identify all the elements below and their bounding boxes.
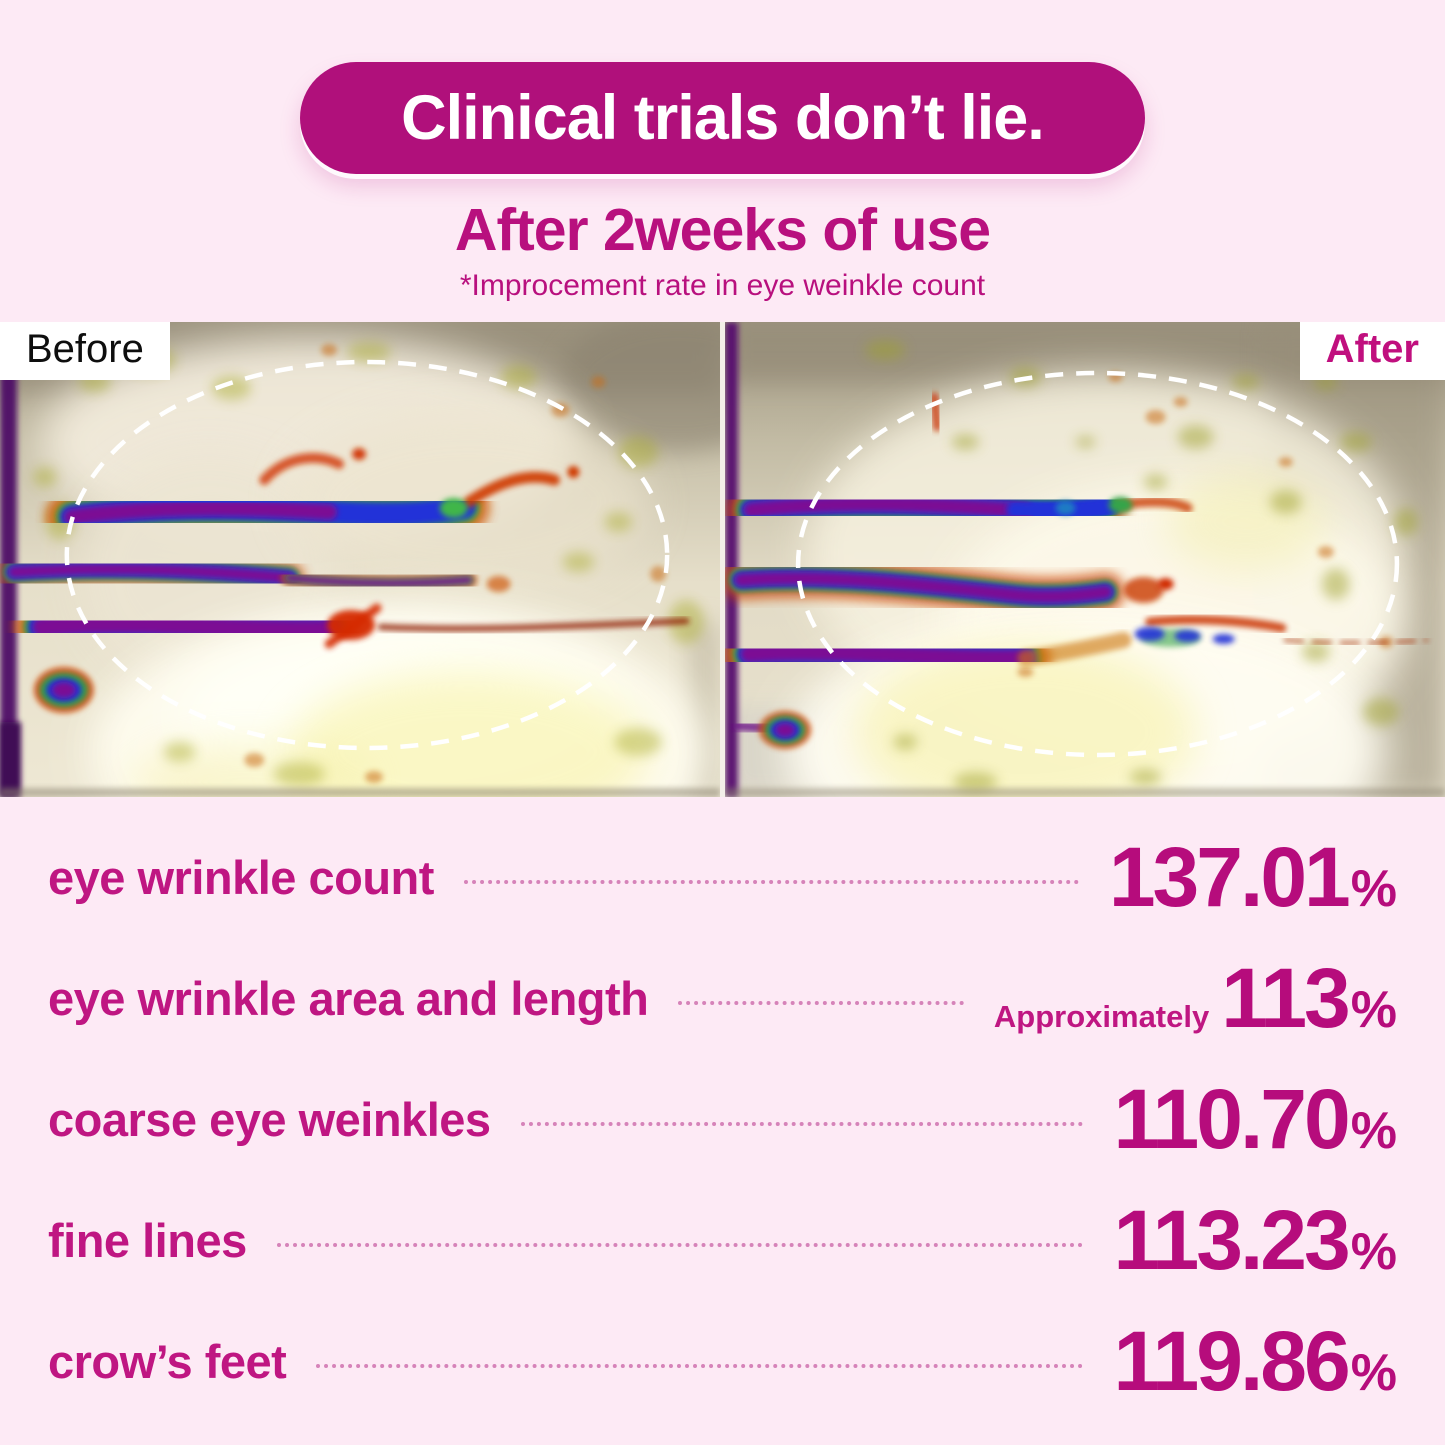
stat-value-number: 113.23	[1113, 1193, 1350, 1287]
stat-value: 119.86 %	[1113, 1313, 1397, 1410]
stat-value: 110.70 %	[1113, 1071, 1397, 1168]
stat-row-fine-lines: fine lines 113.23 %	[48, 1180, 1397, 1301]
stat-row-eye-wrinkle-area-length: eye wrinkle area and length Approximatel…	[48, 938, 1397, 1059]
stat-row-coarse-eye-wrinkles: coarse eye weinkles 110.70 %	[48, 1059, 1397, 1180]
after-highlight-ellipse	[795, 370, 1400, 758]
stat-label: eye wrinkle area and length	[48, 972, 649, 1025]
before-panel: Before	[0, 322, 720, 797]
stat-value-number: 137.01	[1108, 830, 1351, 924]
dotted-leader	[520, 1121, 1084, 1126]
before-thermal-image	[0, 322, 720, 797]
percent-sign: %	[1350, 1344, 1397, 1402]
percent-sign: %	[1350, 860, 1397, 918]
title-banner: Clinical trials don’t lie.	[300, 62, 1145, 174]
stat-value-prefix: Approximately	[993, 999, 1210, 1034]
stat-label: eye wrinkle count	[48, 851, 434, 904]
dotted-leader	[678, 1000, 964, 1005]
stat-label: fine lines	[48, 1214, 247, 1267]
stats-list: eye wrinkle count 137.01 % eye wrinkle a…	[48, 817, 1397, 1422]
dotted-leader	[276, 1242, 1084, 1247]
percent-sign: %	[1350, 1102, 1397, 1160]
dotted-leader	[463, 879, 1079, 884]
before-after-comparison: Before	[0, 322, 1445, 797]
before-highlight-ellipse	[64, 359, 670, 751]
stat-value-number: 113	[1221, 951, 1351, 1045]
stat-value-number: 119.86	[1113, 1314, 1350, 1408]
stat-row-eye-wrinkle-count: eye wrinkle count 137.01 %	[48, 817, 1397, 938]
after-thermal-image	[725, 322, 1445, 797]
subtitle-note: *Improcement rate in eye weinkle count	[459, 269, 986, 302]
subtitle: After 2weeks of use	[454, 197, 991, 263]
stat-value-number: 110.70	[1113, 1072, 1350, 1166]
stat-label: coarse eye weinkles	[48, 1093, 491, 1146]
stat-value: Approximately 113 %	[994, 950, 1397, 1047]
after-label: After	[1299, 322, 1445, 380]
stat-value: 113.23 %	[1113, 1192, 1397, 1289]
before-label: Before	[0, 322, 170, 380]
stat-value: 137.01 %	[1109, 829, 1397, 926]
title-banner-text: Clinical trials don’t lie.	[401, 83, 1045, 153]
percent-sign: %	[1350, 981, 1397, 1039]
stat-label: crow’s feet	[48, 1335, 287, 1388]
percent-sign: %	[1350, 1223, 1397, 1281]
after-panel: After	[725, 322, 1445, 797]
dotted-leader	[316, 1363, 1084, 1368]
stat-row-crows-feet: crow’s feet 119.86 %	[48, 1301, 1397, 1422]
